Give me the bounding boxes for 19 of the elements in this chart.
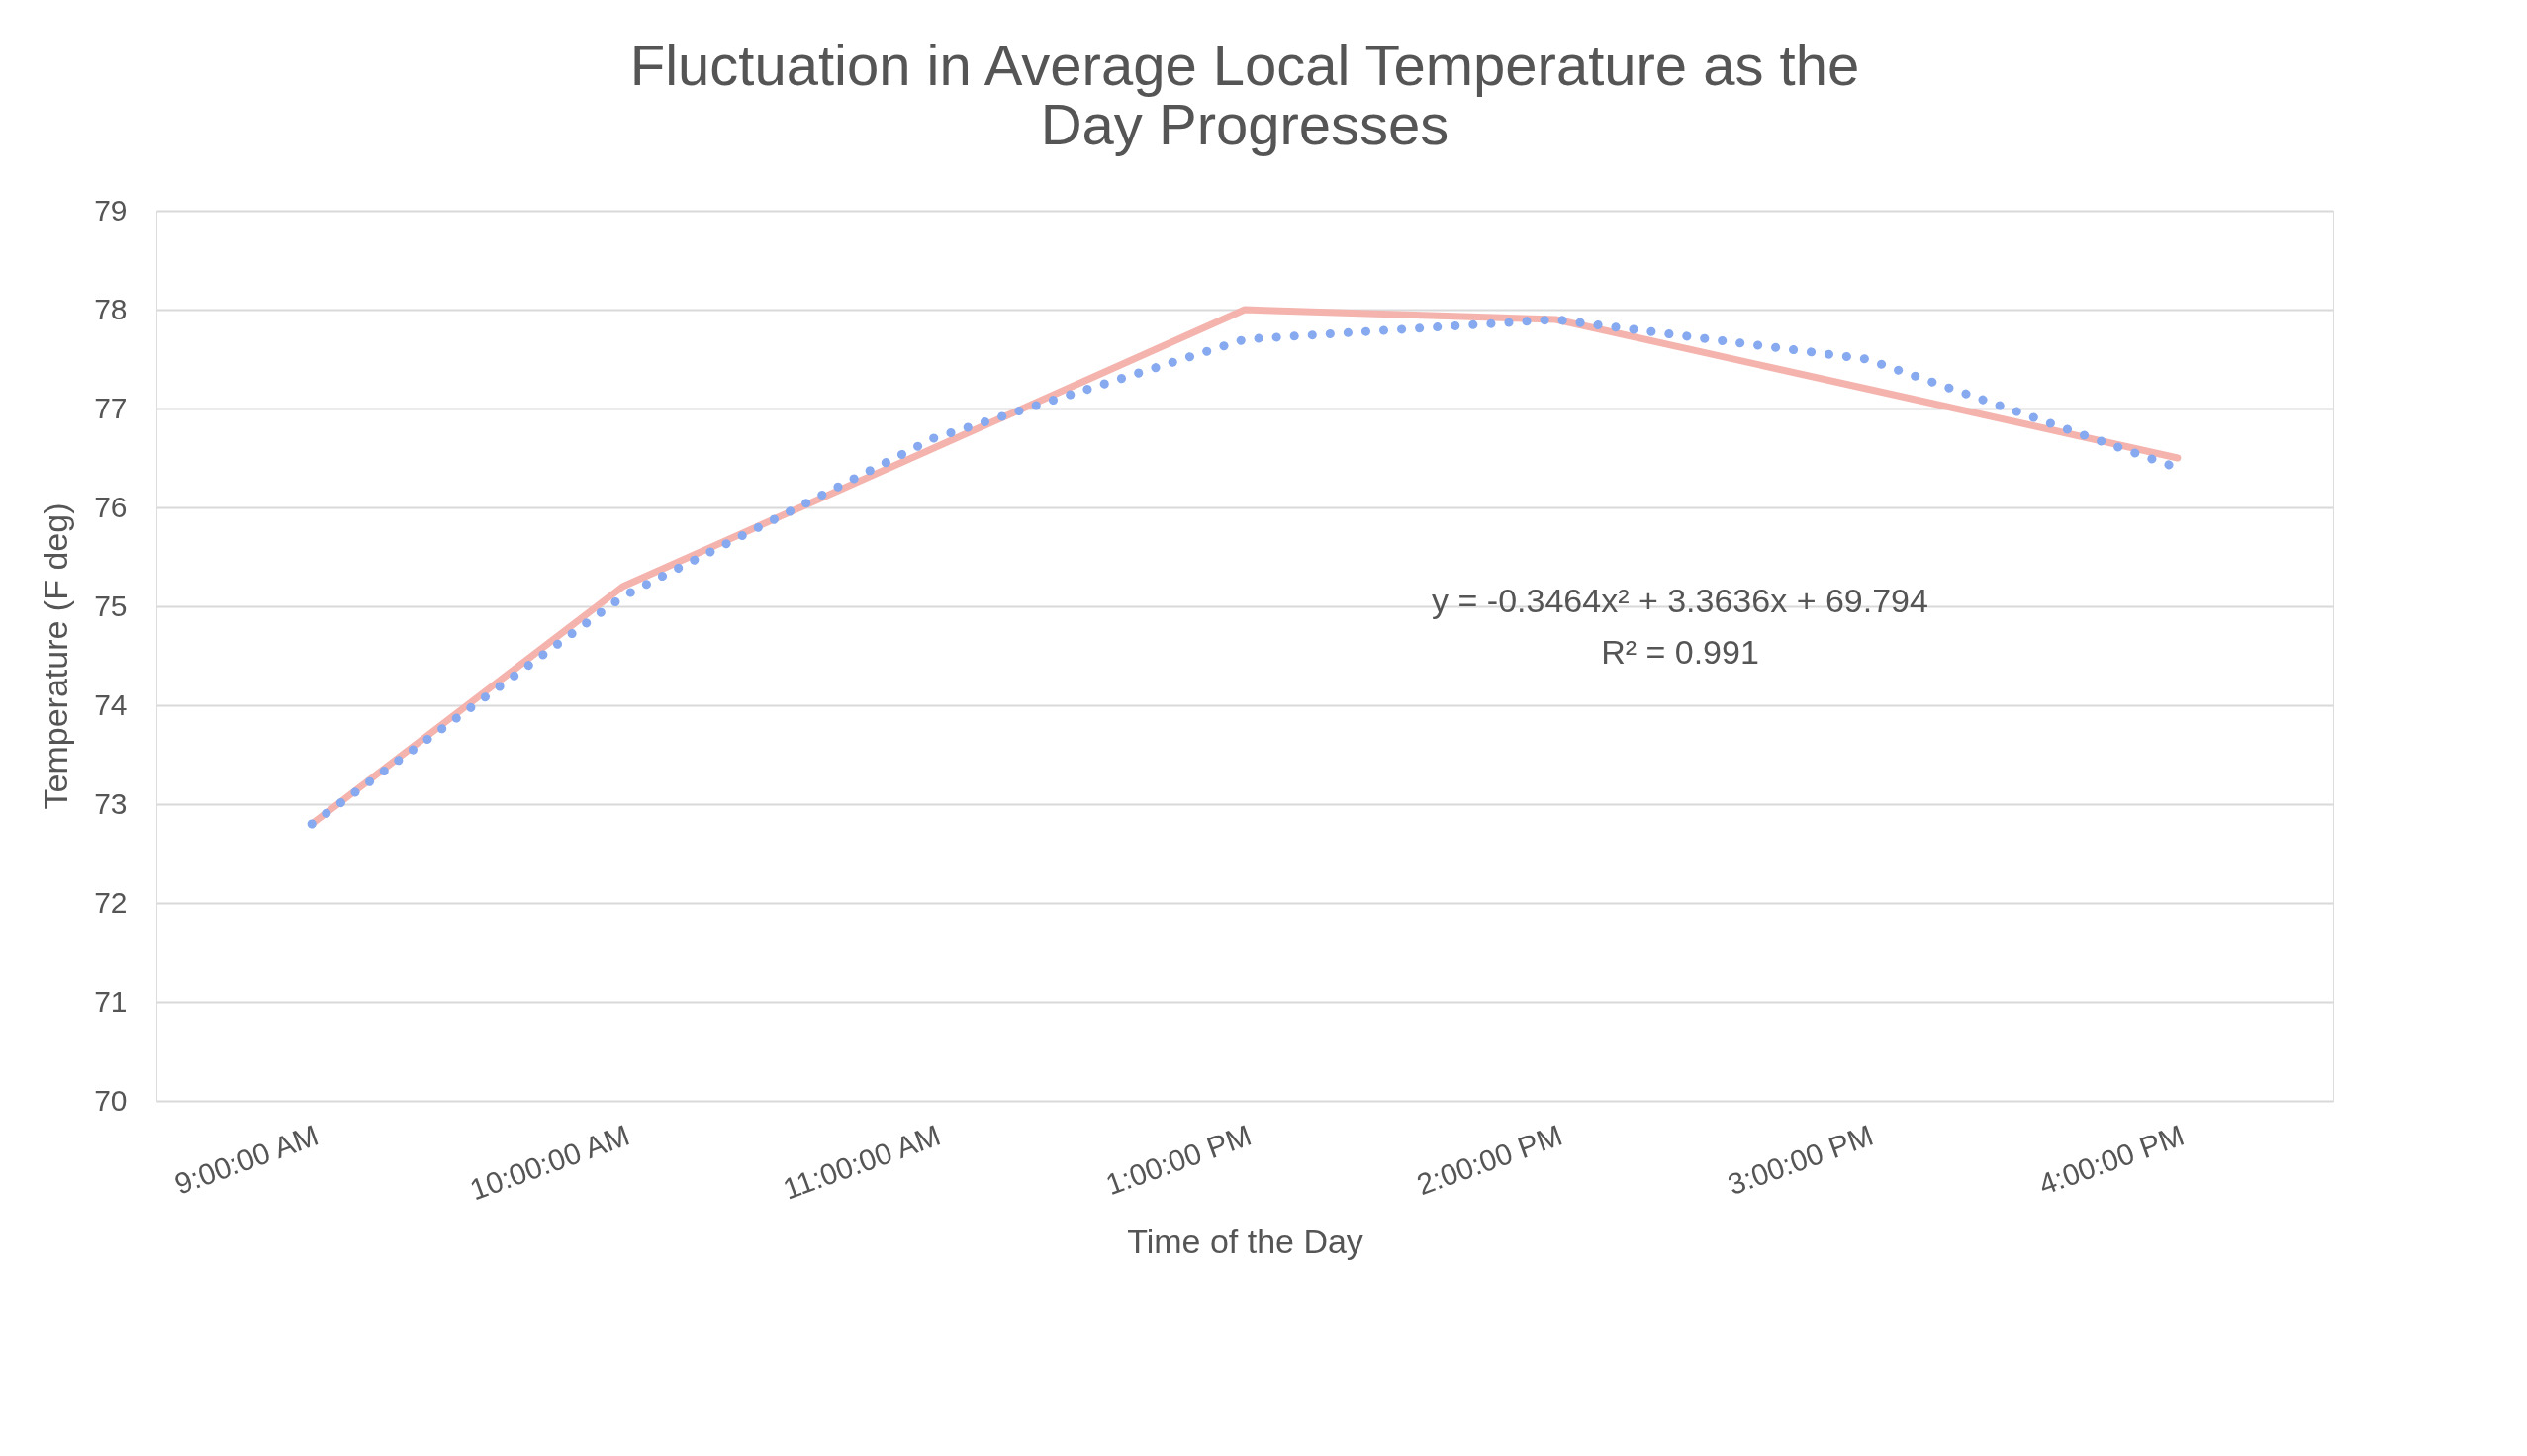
y-tick-label: 72	[94, 885, 128, 919]
x-tick-label: 3:00:00 PM	[1723, 1118, 1878, 1202]
annotation: y = -0.3464x² + 3.3636x + 69.794	[1432, 582, 1928, 619]
y-tick-label: 73	[94, 786, 128, 820]
y-tick-label: 77	[94, 391, 128, 424]
y-tick-label: 76	[94, 490, 128, 523]
y-axis-title: Temperature (F deg)	[37, 502, 75, 810]
y-tick-label: 74	[94, 687, 128, 721]
x-tick-label: 1:00:00 PM	[1101, 1118, 1256, 1202]
x-tick-label: 2:00:00 PM	[1412, 1118, 1567, 1202]
y-tick-label: 79	[94, 193, 128, 227]
y-tick-label: 71	[94, 984, 128, 1018]
y-tick-label: 70	[94, 1083, 128, 1117]
x-tick-label: 9:00:00 AM	[169, 1118, 323, 1201]
annotation: R² = 0.991	[1601, 633, 1759, 671]
x-axis-title: Time of the Day	[1127, 1222, 1363, 1260]
x-tick-label: 4:00:00 PM	[2034, 1118, 2189, 1202]
y-tick-label: 78	[94, 292, 128, 325]
y-tick-label: 75	[94, 589, 128, 622]
